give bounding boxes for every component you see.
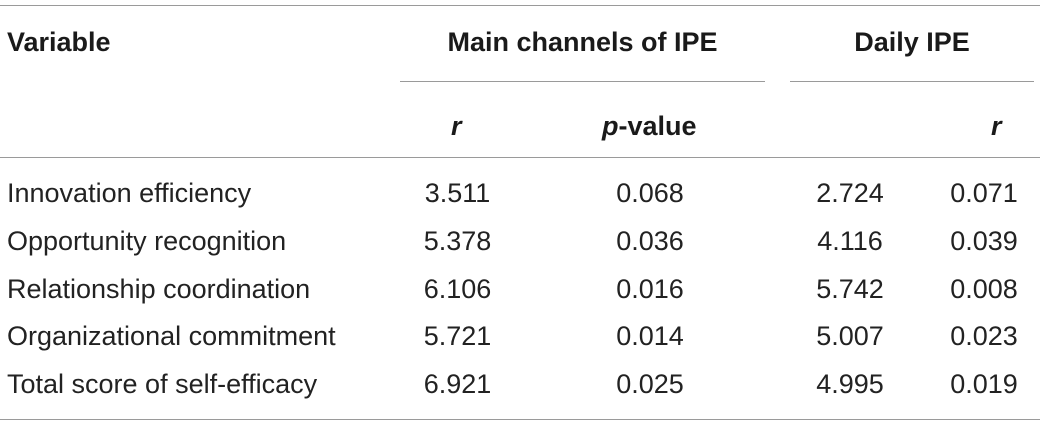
row-variable: Opportunity recognition <box>7 226 287 256</box>
cell-p-value: 0.025 <box>616 369 684 399</box>
row-variable: Total score of self-efficacy <box>7 369 318 399</box>
cell-daily-r: 0.008 <box>950 274 1018 304</box>
cell-daily-1: 4.116 <box>817 226 883 256</box>
cell-daily-r: 0.071 <box>950 178 1018 208</box>
cell-p-value: 0.036 <box>616 226 684 256</box>
header-p-italic: p <box>602 111 619 141</box>
top-rule <box>0 5 1040 6</box>
cell-r-main: 5.378 <box>423 226 492 256</box>
header-bottom-rule <box>0 157 1040 158</box>
cell-r-main: 5.721 <box>423 321 492 351</box>
cell-p-value: 0.068 <box>616 178 684 208</box>
row-variable: Relationship coordination <box>7 274 311 304</box>
cell-p-value: 0.014 <box>616 321 684 351</box>
header-p-value: p-value <box>602 110 697 142</box>
header-r-main: r <box>451 111 462 141</box>
cell-daily-r: 0.023 <box>950 321 1018 351</box>
cell-r-main: 3.511 <box>424 178 491 208</box>
cell-daily-1: 4.995 <box>816 369 884 399</box>
header-group-main-channels: Main channels of IPE <box>447 27 718 57</box>
cell-daily-1: 5.742 <box>816 274 884 304</box>
row-variable: Organizational commitment <box>7 321 336 351</box>
header-group-daily: Daily IPE <box>854 27 970 57</box>
cell-daily-r: 0.039 <box>950 226 1018 256</box>
cell-p-value: 0.016 <box>616 274 684 304</box>
cell-daily-r: 0.019 <box>950 369 1018 399</box>
cell-daily-1: 5.007 <box>816 321 884 351</box>
cell-daily-1: 2.724 <box>816 178 884 208</box>
group1-underline <box>400 81 765 82</box>
cell-r-main: 6.921 <box>423 369 492 399</box>
row-variable: Innovation efficiency <box>7 178 252 208</box>
header-p-rest: -value <box>618 111 697 141</box>
header-variable: Variable <box>7 27 111 57</box>
bottom-rule <box>0 419 1040 420</box>
header-r-daily: r <box>991 111 1002 141</box>
group2-underline <box>790 81 1034 82</box>
cell-r-main: 6.106 <box>423 274 492 304</box>
